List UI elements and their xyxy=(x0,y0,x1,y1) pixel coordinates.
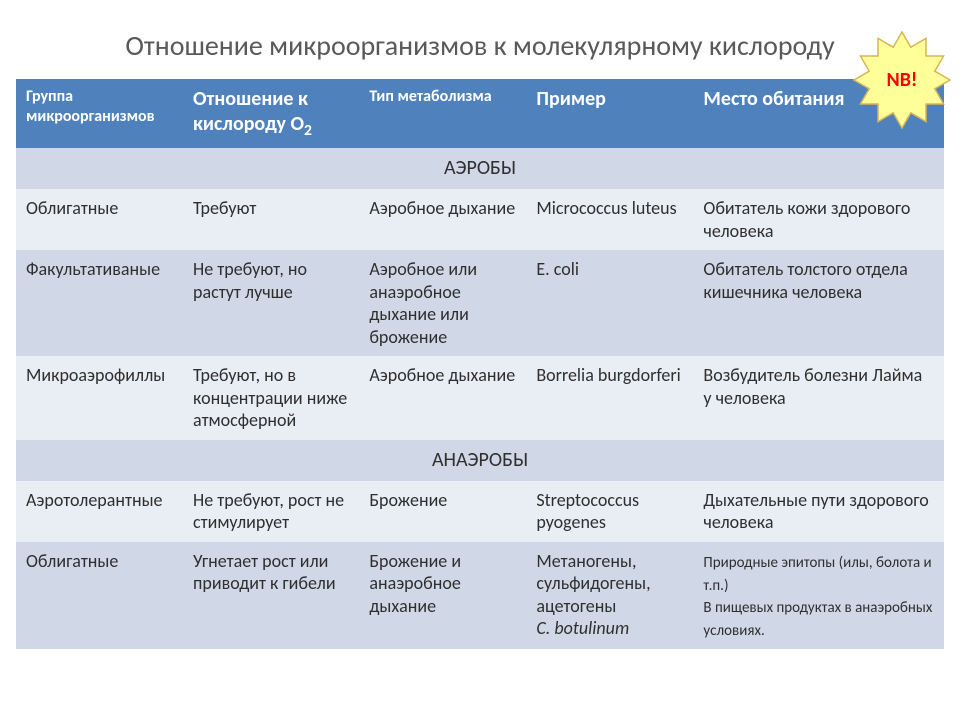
cell: Требуют xyxy=(183,189,359,250)
nb-burst: NB! xyxy=(852,30,952,130)
cell: Требуют, но в концентрации ниже атмосфер… xyxy=(183,356,359,440)
cell: Облигатные xyxy=(16,189,183,250)
cell: Аэробное или анаэробное дыхание или брож… xyxy=(359,250,526,356)
page-title: Отношение микроорганизмов к молекулярном… xyxy=(0,0,960,79)
section-row: АНАЭРОБЫ xyxy=(16,440,944,481)
cell: Брожение xyxy=(359,481,526,542)
cell: Факультативаные xyxy=(16,250,183,356)
cell: Micrococcus luteus xyxy=(526,189,693,250)
cell: Не требуют, но растут лучше xyxy=(183,250,359,356)
cell: Брожение и анаэробное дыхание xyxy=(359,542,526,649)
section-label: АЭРОБЫ xyxy=(16,148,944,189)
column-header: Группа микроорганизмов xyxy=(16,79,183,148)
cell: Аэробное дыхание xyxy=(359,356,526,440)
table-row: ОблигатныеУгнетает рост или приводит к г… xyxy=(16,542,944,649)
cell: Природные эпитопы (илы, болота и т.п.)В … xyxy=(693,542,944,649)
section-row: АЭРОБЫ xyxy=(16,148,944,189)
table-row: АэротолерантныеНе требуют, рост не стиму… xyxy=(16,481,944,542)
table-row: ОблигатныеТребуютАэробное дыханиеMicroco… xyxy=(16,189,944,250)
column-header: Отношение к кислороду О2 xyxy=(183,79,359,148)
section-label: АНАЭРОБЫ xyxy=(16,440,944,481)
table-header: Группа микроорганизмовОтношение к кислор… xyxy=(16,79,944,148)
cell: Borrelia burgdorferi xyxy=(526,356,693,440)
table-row: ФакультативаныеНе требуют, но растут луч… xyxy=(16,250,944,356)
cell: Дыхательные пути здорового человека xyxy=(693,481,944,542)
cell: Микроаэрофиллы xyxy=(16,356,183,440)
column-header: Тип метаболизма xyxy=(359,79,526,148)
nb-label: NB! xyxy=(887,68,918,92)
cell: Аэробное дыхание xyxy=(359,189,526,250)
cell: Метаногены, сульфидогены, ацетогеныC. bo… xyxy=(526,542,693,649)
cell: Не требуют, рост не стимулирует xyxy=(183,481,359,542)
microorganism-table: Группа микроорганизмовОтношение к кислор… xyxy=(16,79,944,649)
table-body: АЭРОБЫОблигатныеТребуютАэробное дыханиеM… xyxy=(16,148,944,649)
slide: Отношение микроорганизмов к молекулярном… xyxy=(0,0,960,720)
cell: E. coli xyxy=(526,250,693,356)
table-row: МикроаэрофиллыТребуют, но в концентрации… xyxy=(16,356,944,440)
column-header: Пример xyxy=(526,79,693,148)
cell: Streptococcus pyogenes xyxy=(526,481,693,542)
cell: Обитатель толстого отдела кишечника чело… xyxy=(693,250,944,356)
cell: Угнетает рост или приводит к гибели xyxy=(183,542,359,649)
cell: Облигатные xyxy=(16,542,183,649)
cell: Обитатель кожи здорового человека xyxy=(693,189,944,250)
cell: Аэротолерантные xyxy=(16,481,183,542)
cell: Возбудитель болезни Лайма у человека xyxy=(693,356,944,440)
